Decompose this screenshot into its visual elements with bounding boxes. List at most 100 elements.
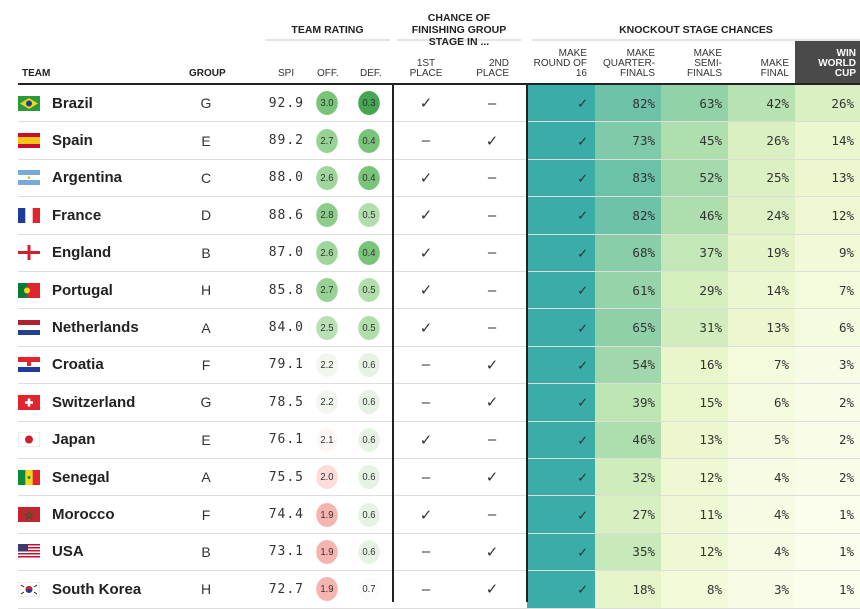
sf-chance-cell: 46% xyxy=(661,197,728,234)
off-rating-bubble: 3.0 xyxy=(316,91,338,116)
off-rating-bubble: 1.9 xyxy=(316,539,338,564)
win-chance-cell: 14% xyxy=(795,122,860,159)
team-cell[interactable]: Brazil xyxy=(18,85,188,121)
col-spi[interactable]: SPI xyxy=(278,68,295,79)
win-chance-cell: 26% xyxy=(795,85,860,122)
col-label: MAKE xyxy=(558,48,587,59)
group-stage-header: CHANCE OF FINISHING GROUP STAGE IN ... xyxy=(397,12,521,48)
win-chance-cell: 13% xyxy=(795,159,860,197)
team-cell[interactable]: Portugal xyxy=(18,272,188,308)
team-name: USA xyxy=(52,543,84,561)
sf-chance-cell: 8% xyxy=(661,571,728,608)
table-row: Morocco F 74.4 1.9 0.6 ✓ – ✓ 27% 11% 4% 1% xyxy=(18,496,860,534)
team-cell[interactable]: Senegal xyxy=(18,459,188,495)
final-chance-cell: 42% xyxy=(728,85,795,122)
col-win-world-cup[interactable]: WIN WORLD CUP xyxy=(795,41,860,84)
off-cell: 2.0 xyxy=(315,459,339,495)
r16-chance-cell: ✓ xyxy=(527,533,595,571)
final-chance-cell: 13% xyxy=(728,309,795,346)
sf-chance-cell: 12% xyxy=(661,533,728,571)
spi-cell: 85.8 xyxy=(268,282,304,298)
def-cell: 0.4 xyxy=(357,160,381,196)
team-cell[interactable]: Morocco xyxy=(18,496,188,532)
first-place-cell: ✓ xyxy=(419,169,433,187)
group-cell: D xyxy=(200,207,212,224)
off-rating-bubble: 2.2 xyxy=(316,352,338,377)
team-cell[interactable]: Argentina xyxy=(18,160,188,196)
team-cell[interactable]: France xyxy=(18,197,188,233)
spi-cell: 79.1 xyxy=(268,357,304,373)
table-row: Argentina C 88.0 2.6 0.4 ✓ – ✓ 83% 52% 25% 13… xyxy=(18,159,860,198)
argentina-flag-icon xyxy=(18,170,40,186)
r16-chance-cell: ✓ xyxy=(527,85,595,122)
team-cell[interactable]: Croatia xyxy=(18,347,188,383)
team-cell[interactable]: South Korea xyxy=(18,571,188,607)
col-off[interactable]: OFF. xyxy=(317,68,339,79)
team-cell[interactable]: USA xyxy=(18,534,188,570)
col-label: 1ST xyxy=(416,58,436,69)
team-name: Morocco xyxy=(52,506,115,524)
first-place-cell: – xyxy=(421,132,431,150)
qf-chance-cell: 82% xyxy=(595,197,661,234)
team-name: Spain xyxy=(52,132,93,150)
col-label: 16 xyxy=(575,68,587,79)
def-rating-bubble: 0.7 xyxy=(358,577,380,602)
col-def[interactable]: DEF. xyxy=(360,68,382,79)
group-cell: C xyxy=(200,169,212,186)
col-group[interactable]: GROUP xyxy=(189,68,226,79)
first-place-cell: – xyxy=(421,393,431,411)
off-cell: 2.2 xyxy=(315,384,339,420)
table-row: USA B 73.1 1.9 0.6 – ✓ ✓ 35% 12% 4% 1% xyxy=(18,533,860,572)
table-row: Netherlands A 84.0 2.5 0.5 ✓ – ✓ 65% 31% 13%… xyxy=(18,309,860,347)
r16-chance-cell: ✓ xyxy=(527,309,595,346)
spi-cell: 88.6 xyxy=(268,207,304,223)
def-cell: 0.4 xyxy=(357,122,381,158)
team-cell[interactable]: Japan xyxy=(18,422,188,458)
def-rating-bubble: 0.5 xyxy=(358,315,380,340)
sf-chance-cell: 13% xyxy=(661,421,728,458)
team-cell[interactable]: Netherlands xyxy=(18,309,188,345)
japan-flag-icon xyxy=(18,432,40,448)
def-rating-bubble: 0.6 xyxy=(358,390,380,415)
win-chance-cell: 2% xyxy=(795,384,860,421)
second-place-cell: – xyxy=(487,281,497,299)
col-team[interactable]: TEAM xyxy=(22,68,51,79)
off-cell: 1.9 xyxy=(315,571,339,607)
spi-cell: 75.5 xyxy=(268,469,304,485)
second-place-cell: ✓ xyxy=(485,132,499,150)
team-cell[interactable]: Switzerland xyxy=(18,384,188,420)
def-cell: 0.6 xyxy=(357,347,381,383)
r16-chance-cell: ✓ xyxy=(527,571,595,608)
win-chance-cell: 6% xyxy=(795,309,860,346)
def-rating-bubble: 0.4 xyxy=(358,128,380,153)
r16-chance-cell: ✓ xyxy=(527,122,595,159)
group-cell: H xyxy=(200,282,212,299)
r16-chance-cell: ✓ xyxy=(527,197,595,234)
group-cell: G xyxy=(200,95,212,112)
off-rating-bubble: 2.7 xyxy=(316,128,338,153)
col-quarterfinals[interactable]: MAKE QUARTER- FINALS xyxy=(595,49,661,79)
usa-flag-icon xyxy=(18,544,40,560)
final-chance-cell: 4% xyxy=(728,459,795,496)
first-place-cell: ✓ xyxy=(419,95,433,113)
r16-chance-cell: ✓ xyxy=(527,459,595,496)
group-cell: F xyxy=(201,356,211,373)
spi-cell: 73.1 xyxy=(268,544,304,560)
table-row: England B 87.0 2.6 0.4 ✓ – ✓ 68% 37% 19% 9% xyxy=(18,234,860,272)
team-name: England xyxy=(52,244,112,262)
col-2nd-place[interactable]: 2ND PLACE xyxy=(462,59,524,79)
team-cell[interactable]: Spain xyxy=(18,122,188,158)
table-row: France D 88.6 2.8 0.5 ✓ – ✓ 82% 46% 24% 12% xyxy=(18,197,860,235)
col-final[interactable]: MAKE FINAL xyxy=(728,59,795,79)
spi-cell: 84.0 xyxy=(268,320,304,336)
col-1st-place[interactable]: 1ST PLACE xyxy=(400,59,452,79)
off-cell: 2.8 xyxy=(315,197,339,233)
final-chance-cell: 4% xyxy=(728,533,795,571)
col-round-of-16[interactable]: MAKE ROUND OF 16 xyxy=(527,49,595,79)
sf-chance-cell: 16% xyxy=(661,346,728,384)
off-cell: 3.0 xyxy=(315,85,339,121)
final-chance-cell: 24% xyxy=(728,197,795,234)
team-cell[interactable]: England xyxy=(18,235,188,271)
col-semifinals[interactable]: MAKE SEMI- FINALS xyxy=(661,49,728,79)
group-cell: E xyxy=(201,431,211,448)
